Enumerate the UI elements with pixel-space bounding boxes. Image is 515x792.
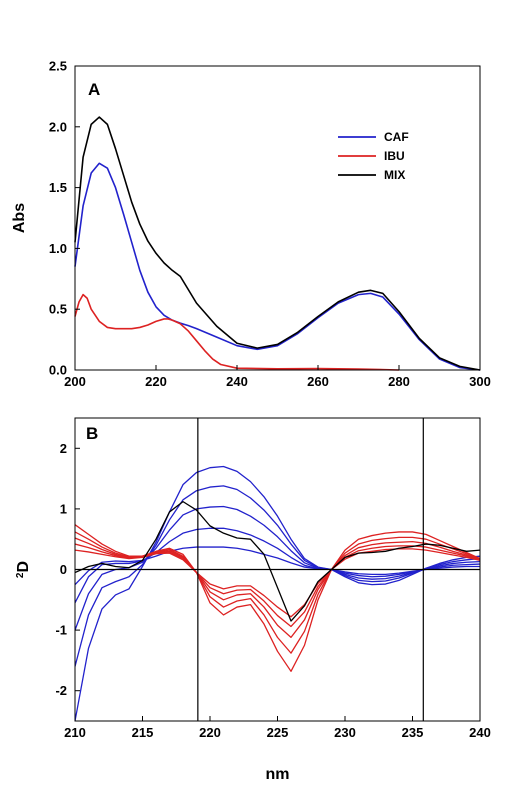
panel-a-plot-frame [74,65,481,371]
panel-a-series [74,116,481,371]
panel-b-1-x-tick-label: 225 [267,725,289,740]
panel-a-0-y-tick-label: 1.0 [49,241,67,256]
derivative-mix-line-10 [75,500,480,622]
panel-a-0-y-tick-label: 2.0 [49,119,67,134]
panel-b-x-axis-title: nm [266,766,290,783]
panel-a-0-x-tick-label: 200 [64,374,86,389]
panel-b-y-axis-title: 2D [15,561,33,578]
panel-b-axes: 210 215 220 225 230 235 240 -2 -1 0 1 2 [55,418,491,740]
panel-a-0-y-tick-label: 0.5 [49,302,67,317]
panel-b-1-x-tick-label: 240 [469,725,491,740]
derivative-ibu-line-9 [75,548,480,618]
series-mix-line [74,116,481,371]
panel-b-1-y-tick-label: -1 [55,623,67,638]
panel-b-series [75,465,480,721]
panel-a-0-x-tick-label: 300 [469,374,491,389]
panel-a-0-x-tick-label: 260 [307,374,329,389]
derivative-caf-line-4 [75,546,480,586]
panel-b-y-axis-title-superscript: 2 [15,572,26,578]
panel-a-0-x-tick-label: 280 [388,374,410,389]
derivative-caf-line-1 [75,485,480,667]
panel-b-1-y-tick-label: 1 [60,501,67,516]
derivative-caf-line-0 [75,465,480,721]
panel-a-0-y-tick-label: 1.5 [49,180,67,195]
legend-label-caf: CAF [384,130,409,144]
panel-b-1-x-tick-label: 215 [132,725,154,740]
legend: CAF IBU MIX [338,130,409,182]
panel-a-axes: 200 220 240 260 280 300 0.0 0.5 1.0 1.5 2.0 2.5 [49,59,491,390]
legend-label-mix: MIX [384,168,405,182]
panel-b-1-y-tick-label: -2 [55,683,67,698]
panel-a-0-x-tick-label: 220 [145,374,167,389]
panel-b-1-y-tick-label: 2 [60,441,67,456]
panel-b-1-x-tick-label: 235 [402,725,424,740]
panel-b-label: B [86,424,98,443]
series-ibu-line [74,293,400,371]
panel-a-y-axis-title: Abs [11,203,28,233]
panel-b-1-x-tick-label: 230 [334,725,356,740]
panel-a-0-y-tick-label: 2.5 [49,59,67,74]
panel-b-1-x-tick-label: 220 [199,725,221,740]
series-caf-line [74,162,481,371]
panel-b-1-x-tick-label: 210 [64,725,86,740]
panel-a: 200 220 240 260 280 300 0.0 0.5 1.0 1.5 2.0 2.5 A A… [11,59,491,390]
panel-a-0-y-tick-label: 0.0 [49,363,67,378]
legend-label-ibu: IBU [384,149,405,163]
panel-a-0-x-tick-label: 240 [226,374,248,389]
panel-b-y-axis-title-base: D [15,561,32,573]
panel-b-1-y-tick-label: 0 [60,562,67,577]
panel-a-label: A [88,80,100,99]
